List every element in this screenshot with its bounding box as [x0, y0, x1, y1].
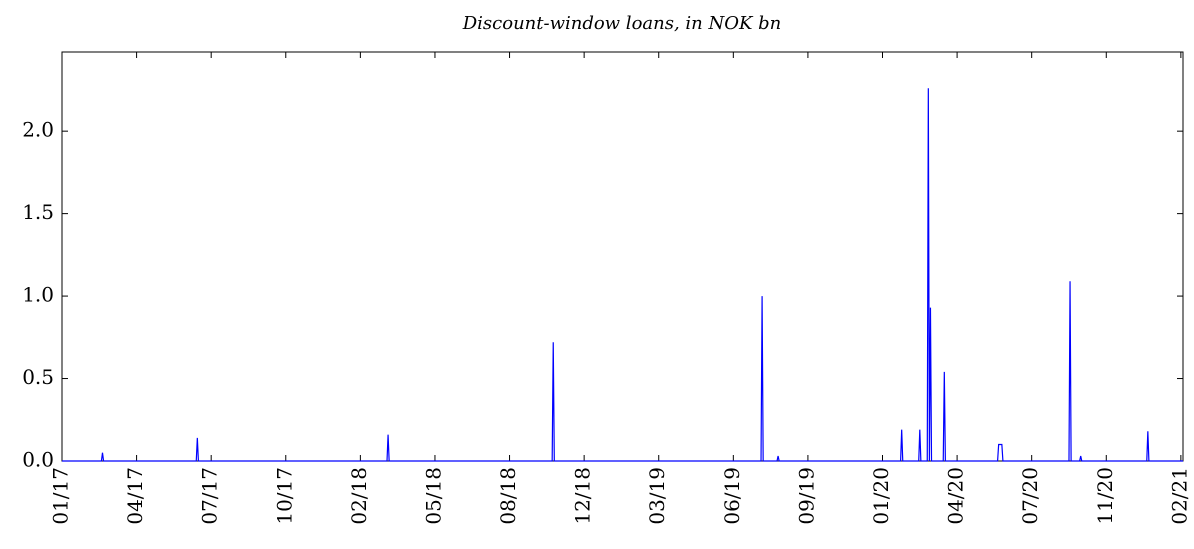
x-tick-label: 06/19: [720, 467, 744, 525]
x-tick-label: 07/20: [1018, 467, 1042, 525]
y-tick-label: 0.5: [22, 365, 54, 389]
x-tick-label: 09/19: [794, 467, 818, 525]
x-tick-label: 11/20: [1093, 467, 1117, 525]
x-tick-label: 05/18: [421, 467, 445, 525]
y-tick-label: 1.5: [22, 200, 54, 224]
x-tick-label: 01/20: [869, 467, 893, 525]
chart-title: Discount-window loans, in NOK bn: [462, 13, 782, 34]
x-tick-label: 02/21: [1167, 467, 1191, 525]
x-tick-label: 02/18: [347, 467, 371, 525]
x-tick-label: 03/19: [645, 467, 669, 525]
x-tick-label: 01/17: [49, 467, 73, 525]
y-tick-label: 0.0: [22, 448, 54, 472]
x-tick-label: 10/17: [272, 467, 296, 525]
x-tick-label: 07/17: [198, 467, 222, 525]
x-tick-label: 08/18: [496, 467, 520, 525]
x-tick-label: 04/20: [944, 467, 968, 525]
x-tick-label: 04/17: [123, 467, 147, 525]
plot-frame: [61, 51, 1184, 462]
y-tick-label: 2.0: [22, 118, 54, 142]
x-tick-label: 12/18: [571, 467, 595, 525]
y-tick-label: 1.0: [22, 283, 54, 307]
line-series: [62, 88, 1183, 462]
